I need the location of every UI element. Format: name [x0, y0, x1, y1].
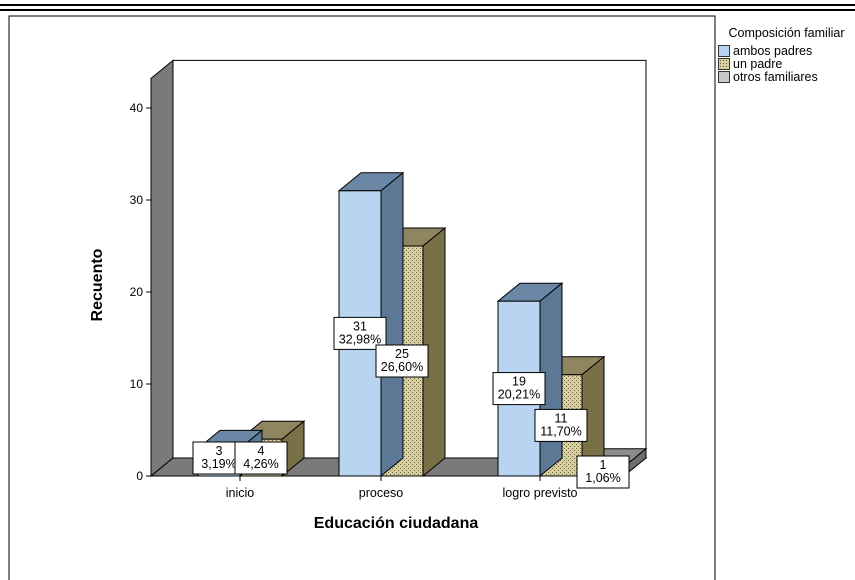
data-label: 26,60%: [381, 360, 423, 374]
top-rule-2: [0, 9, 855, 11]
data-label: 11: [555, 411, 568, 425]
data-label: 1,06%: [585, 471, 620, 485]
y-axis-label: Recuento: [89, 248, 106, 321]
data-label-box: [576, 455, 630, 489]
data-label: 4: [258, 444, 265, 458]
legend-item-un-padre: un padre: [718, 56, 855, 71]
top-rule: [0, 4, 855, 6]
y-tick-label: 40: [130, 101, 144, 115]
data-label: 11,70%: [540, 424, 581, 438]
x-tick-label: logro previsto: [502, 486, 577, 500]
data-label: 32,98%: [339, 332, 381, 346]
legend-label: otros familiares: [733, 69, 818, 84]
data-label: 31: [353, 319, 367, 333]
data-label: 3,19%: [201, 457, 236, 471]
data-label: 3: [216, 444, 223, 458]
x-tick-label: proceso: [359, 486, 404, 500]
x-axis-label: Educación ciudadana: [314, 515, 479, 532]
data-label: 25: [395, 347, 409, 361]
data-label: 1: [600, 458, 607, 472]
data-label-box: [534, 408, 588, 442]
data-label: 19: [512, 375, 526, 389]
legend-swatch-otros-familiares: [718, 70, 730, 83]
x-tick-label: inicio: [226, 486, 255, 500]
data-label-box: [492, 372, 546, 406]
legend-label: ambos padres: [733, 43, 813, 58]
legend-title: Composición familiar: [728, 26, 845, 40]
y-tick-label: 0: [136, 469, 143, 483]
legend-swatch-un-padre: [718, 57, 730, 70]
data-label-box: [375, 344, 429, 378]
data-label: 4,26%: [243, 457, 278, 471]
y-tick-label: 10: [130, 377, 144, 391]
legend-item-otros-familiares: otros familiares: [718, 69, 855, 84]
y-tick-label: 20: [130, 285, 144, 299]
legend: Composición familiar ambos padres un pad…: [718, 26, 855, 84]
legend-label: un padre: [733, 56, 783, 71]
data-label-box: [333, 316, 387, 350]
data-label: 20,21%: [498, 388, 540, 402]
y-tick-label: 30: [130, 193, 144, 207]
side-wall: [150, 59, 174, 478]
legend-item-ambos-padres: ambos padres: [718, 43, 855, 58]
data-label-box: [234, 441, 288, 475]
legend-swatch-ambos-padres: [718, 44, 730, 57]
plot-border: [8, 15, 716, 580]
